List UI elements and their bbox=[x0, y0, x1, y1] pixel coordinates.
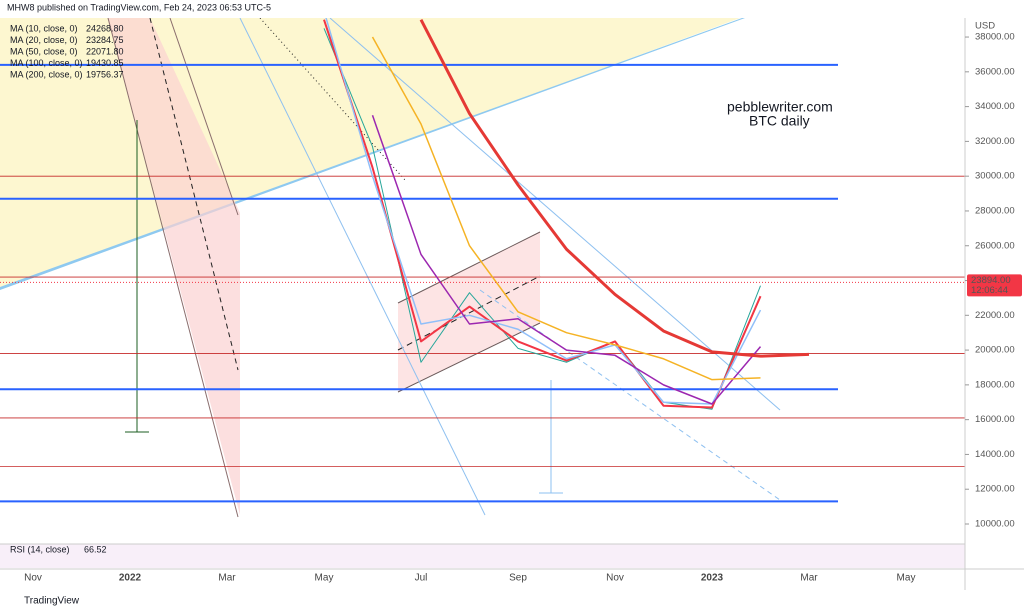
x-tick-label: Nov bbox=[606, 573, 624, 584]
series-line bbox=[323, 19, 762, 409]
y-tick-label: 16000.00 bbox=[975, 414, 1015, 425]
series-line bbox=[419, 18, 810, 358]
y-tick-label: 20000.00 bbox=[975, 345, 1015, 356]
annotation: BTC daily bbox=[749, 113, 810, 129]
x-tick-label: Nov bbox=[24, 573, 42, 584]
drawings bbox=[0, 18, 781, 518]
annotation: pebblewriter.com bbox=[727, 99, 833, 115]
legend-value: 24268.80 bbox=[86, 23, 124, 33]
y-tick-label: 12000.00 bbox=[975, 484, 1015, 495]
publisher: MHW8 published on TradingView.com, Feb 2… bbox=[7, 2, 271, 12]
countdown: 12:06:44 bbox=[971, 285, 1008, 296]
legend-name: MA (20, close, 0) bbox=[10, 35, 78, 45]
x-tick-label: Sep bbox=[509, 573, 527, 584]
legend-name: MA (50, close, 0) bbox=[10, 46, 78, 56]
y-tick-label: 38000.00 bbox=[975, 32, 1015, 43]
channel-mid bbox=[149, 18, 239, 371]
pink-channel bbox=[108, 18, 240, 515]
channel-mid bbox=[397, 275, 541, 351]
x-tick-label: May bbox=[315, 573, 334, 584]
x-tick-label: Mar bbox=[218, 573, 236, 584]
y-tick-label: 32000.00 bbox=[975, 136, 1015, 147]
channel-edge bbox=[107, 18, 239, 518]
trend-line bbox=[329, 18, 781, 411]
x-tick-label: Mar bbox=[800, 573, 818, 584]
series-layer bbox=[0, 18, 965, 503]
price-tag bbox=[967, 274, 1022, 297]
y-tick-label: 26000.00 bbox=[975, 240, 1015, 251]
y-tick-label: 22000.00 bbox=[975, 310, 1015, 321]
legend-name: MA (200, close, 0) bbox=[10, 69, 83, 79]
x-tick-label: 2023 bbox=[701, 573, 724, 584]
y-axis-label: USD bbox=[975, 21, 995, 32]
y-tick-label: 28000.00 bbox=[975, 205, 1015, 216]
y-tick-label: 30000.00 bbox=[975, 171, 1015, 182]
rising-channel bbox=[398, 232, 540, 392]
legend-name: MA (10, close, 0) bbox=[10, 23, 78, 33]
y-tick-label: 10000.00 bbox=[975, 519, 1015, 530]
series-line bbox=[371, 115, 762, 405]
y-tick-label: 18000.00 bbox=[975, 379, 1015, 390]
series-line bbox=[371, 36, 761, 381]
y-tick-label: 34000.00 bbox=[975, 101, 1015, 112]
legend-value: 22071.80 bbox=[86, 46, 124, 56]
channel-edge bbox=[397, 231, 541, 304]
channel-edge bbox=[169, 18, 239, 216]
trend-line bbox=[479, 289, 781, 501]
legend-value: 19430.85 bbox=[86, 58, 124, 68]
y-tick-label: 36000.00 bbox=[975, 66, 1015, 77]
y-tick-label: 14000.00 bbox=[975, 449, 1015, 460]
channel-edge bbox=[397, 322, 541, 393]
indicator-value: 66.52 bbox=[84, 544, 107, 554]
series-line bbox=[325, 18, 762, 405]
x-tick-label: Jul bbox=[415, 573, 428, 584]
x-tick-label: 2022 bbox=[119, 573, 142, 584]
trend-line bbox=[239, 18, 486, 516]
price-tag-label: 23894.00 bbox=[971, 275, 1011, 286]
dotted-line bbox=[259, 18, 406, 181]
legend-name: MA (100, close, 0) bbox=[10, 58, 83, 68]
brand: TradingView bbox=[24, 596, 80, 607]
legend-value: 23284.75 bbox=[86, 35, 124, 45]
indicator-label: RSI (14, close) bbox=[10, 544, 70, 554]
rsi-pane bbox=[0, 544, 965, 568]
legend-value: 19756.37 bbox=[86, 69, 124, 79]
x-tick-label: May bbox=[897, 573, 916, 584]
